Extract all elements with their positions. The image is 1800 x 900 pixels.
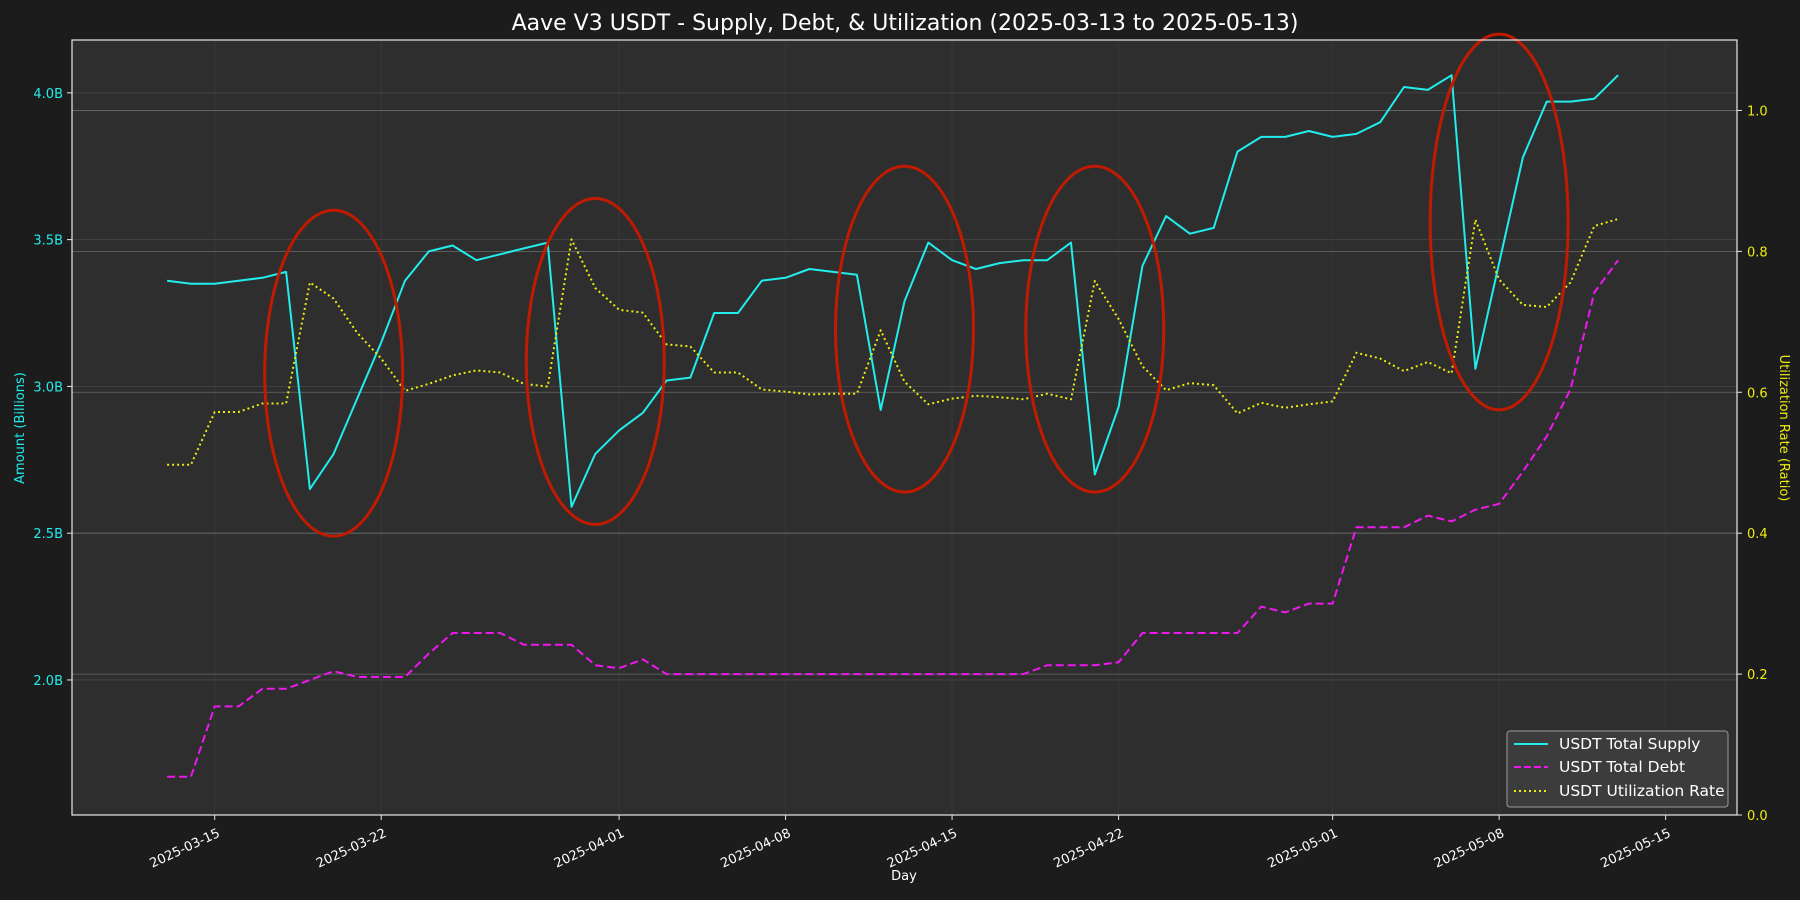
- y-right-tick-label: 0.0: [1747, 809, 1768, 824]
- legend-box: [1506, 730, 1729, 808]
- y-left-tick-label: 3.5B: [33, 234, 63, 249]
- y-right-tick-label: 0.2: [1747, 668, 1768, 683]
- y-left-tick-label: 2.5B: [33, 527, 63, 542]
- plot-area-frame: [71, 39, 1738, 816]
- y-right-tick-label: 0.8: [1747, 245, 1768, 260]
- debt-line: [167, 259, 1619, 778]
- chart-title: Aave V3 USDT - Supply, Debt, & Utilizati…: [512, 11, 1299, 36]
- utilization-line: [167, 218, 1619, 466]
- y-left-axis-label: Amount (Billions): [13, 372, 28, 484]
- y-right-axis-label: Utilization Rate (Ratio): [1776, 355, 1791, 502]
- legend-label-debt: USDT Total Debt: [1559, 758, 1685, 776]
- highlight-ellipse: [524, 197, 666, 526]
- legend-label-supply: USDT Total Supply: [1559, 735, 1700, 753]
- plot-area-background: [72, 40, 1737, 815]
- series-layer: [166, 74, 1619, 778]
- highlight-ellipse: [1428, 32, 1570, 412]
- highlight-ellipse: [834, 164, 975, 494]
- legend-label-utilization: USDT Utilization Rate: [1559, 782, 1725, 800]
- legend: USDT Total Supply USDT Total Debt USDT U…: [1506, 730, 1729, 808]
- x-axis-label: Day: [891, 869, 917, 884]
- y-right-tick-label: 0.6: [1747, 386, 1768, 401]
- y-right-tick-label: 0.4: [1747, 527, 1768, 542]
- highlight-ellipse: [263, 208, 405, 538]
- y-left-tick-label: 3.0B: [33, 380, 63, 395]
- y-right-tick-label: 1.0: [1747, 104, 1768, 119]
- highlight-ellipse: [1024, 164, 1166, 494]
- y-left-tick-label: 4.0B: [33, 87, 63, 102]
- highlight-layer: [263, 32, 1570, 538]
- supply-line: [166, 74, 1619, 508]
- y-left-tick-label: 2.0B: [33, 674, 63, 689]
